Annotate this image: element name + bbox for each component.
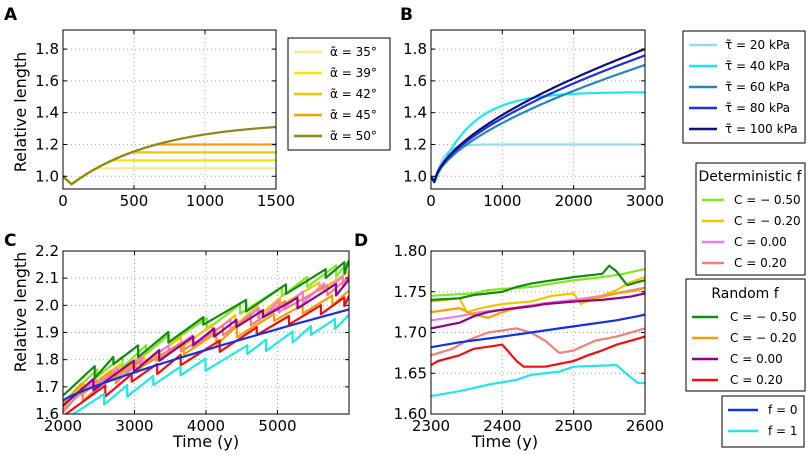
ylabel-top: Relative length (11, 52, 30, 173)
panel-b: 0 1000 2000 3000 1.0 1.2 1.4 1.6 1.8 (403, 29, 664, 210)
ytick-label: 1.65 (394, 364, 427, 382)
series-line-c-4 (63, 260, 349, 397)
panel-d: 2300 2400 2500 2600 1.60 1.65 1.70 1.75 1.80 (394, 242, 665, 435)
series-line-c-9 (71, 314, 349, 414)
xtick-label: 3000 (626, 192, 664, 210)
xtick-label: 0 (58, 192, 68, 210)
xtick-label: 2500 (555, 417, 593, 435)
panel-label-a: A (4, 5, 18, 25)
axes-frame-a (62, 29, 277, 190)
ytick-label: 2.1 (35, 269, 59, 287)
legend-f: f = 0 f = 1 (721, 395, 805, 448)
legend-label: τ̃ = 60 kPa (725, 80, 790, 94)
legend-label: α̃ = 50° (330, 129, 377, 143)
series-line-d-9 (431, 364, 645, 398)
ylabel-bottom: Relative length (11, 252, 30, 373)
series-line-d-6 (431, 292, 645, 330)
ytick-label: 1.75 (394, 283, 427, 301)
series-line-b-1 (431, 91, 645, 184)
legend-label: τ̃ = 100 kPa (725, 122, 798, 136)
panel-c: 2000 3000 4000 5000 1.6 1.7 1.8 1.9 2.0 2.1 2.2 (35, 242, 350, 435)
series-line-a-3 (63, 143, 276, 186)
series-line-d-4 (431, 264, 645, 301)
series-line-c-5 (63, 289, 349, 405)
ytick-label: 1.80 (394, 242, 427, 260)
legend-label: f = 0 (768, 403, 798, 417)
legend-label: C = − 0.20 (730, 331, 797, 345)
legend-label: C = − 0.50 (730, 310, 797, 324)
ytick-label: 1.0 (35, 167, 59, 185)
ytick-label: 1.2 (403, 135, 427, 153)
panel-label-c: C (4, 231, 16, 251)
legend-random-title: Random f (711, 286, 779, 302)
legend-label: C = 0.20 (730, 373, 783, 387)
xtick-label: 2000 (44, 417, 82, 435)
ytick-label: 2.2 (35, 242, 59, 260)
ytick-label: 1.8 (35, 40, 59, 58)
legend-label: C = 0.00 (734, 235, 787, 249)
xlabel-c: Time (y) (172, 432, 239, 451)
xtick-label: 4000 (187, 417, 225, 435)
legend-label: C = 0.00 (730, 352, 783, 366)
legend-label: τ̃ = 20 kPa (725, 38, 790, 52)
xtick-label: 2000 (555, 192, 593, 210)
ytick-label: 1.0 (403, 167, 427, 185)
series-line-a-0 (63, 167, 276, 186)
xtick-label: 5000 (258, 417, 296, 435)
legend-b: τ̃ = 20 kPa τ̃ = 40 kPa τ̃ = 60 kPa τ̃ = 80… (682, 30, 806, 144)
ytick-label: 1.8 (35, 351, 59, 369)
xtick-label: 2300 (412, 417, 450, 435)
ytick-label: 2.0 (35, 296, 59, 314)
legend-label: τ̃ = 40 kPa (725, 59, 790, 73)
series-line-a-4 (63, 125, 276, 186)
xtick-label: 2600 (626, 417, 664, 435)
ytick-label: 1.9 (35, 324, 59, 342)
legend-label: α̃ = 45° (330, 108, 377, 122)
ytick-label: 1.6 (35, 72, 59, 90)
panel-label-b: B (400, 5, 413, 25)
series-line-c-6 (63, 278, 349, 407)
ytick-label: 1.2 (35, 135, 59, 153)
series-line-d-7 (431, 335, 645, 368)
ytick-label: 1.7 (35, 378, 59, 396)
series-line-a-1 (63, 159, 276, 186)
ytick-label: 1.4 (35, 104, 59, 122)
legend-label: C = − 0.20 (734, 214, 801, 228)
legend-a: α̃ = 35° α̃ = 39° α̃ = 42° α̃ = 45° α̃ = 50° (287, 37, 391, 151)
xtick-label: 1500 (257, 192, 295, 210)
ytick-label: 1.4 (403, 104, 427, 122)
ytick-label: 1.6 (35, 405, 59, 423)
ytick-label: 1.70 (394, 324, 427, 342)
xtick-label: 1000 (483, 192, 521, 210)
xlabel-d: Time (y) (471, 432, 538, 451)
series-line-b-3 (431, 54, 645, 184)
legend-label: α̃ = 42° (330, 87, 377, 101)
xtick-label: 3000 (115, 417, 153, 435)
series-line-b-4 (431, 48, 645, 184)
legend-label: C = 0.20 (734, 256, 787, 270)
ytick-label: 1.60 (394, 405, 427, 423)
legend-deterministic: Deterministic f C = − 0.50 C = − 0.20 C = … (695, 162, 806, 276)
xtick-label: 2400 (483, 417, 521, 435)
legend-label: α̃ = 35° (330, 45, 377, 59)
xtick-label: 500 (120, 192, 149, 210)
series-line-c-8 (63, 308, 349, 402)
panel-a: 0 500 1000 1500 1.0 1.2 1.4 1.6 1.8 (35, 29, 295, 210)
xtick-label: 0 (426, 192, 436, 210)
legend-label: C = − 0.50 (734, 193, 801, 207)
legend-label: τ̃ = 80 kPa (725, 101, 790, 115)
legend-label: α̃ = 39° (330, 66, 377, 80)
ytick-label: 1.8 (403, 40, 427, 58)
legend-random: Random f C = − 0.50 C = − 0.20 C = 0.00 C =… (685, 278, 806, 392)
legend-label: f = 1 (768, 424, 798, 438)
xtick-label: 1000 (186, 192, 224, 210)
legend-deterministic-title: Deterministic f (698, 169, 802, 185)
axes-frame-b (430, 29, 646, 190)
panel-label-d: D (354, 231, 368, 251)
series-line-b-2 (431, 63, 645, 184)
ytick-label: 1.6 (403, 72, 427, 90)
series-line-d-0 (431, 267, 645, 297)
series-line-d-8 (431, 313, 645, 349)
